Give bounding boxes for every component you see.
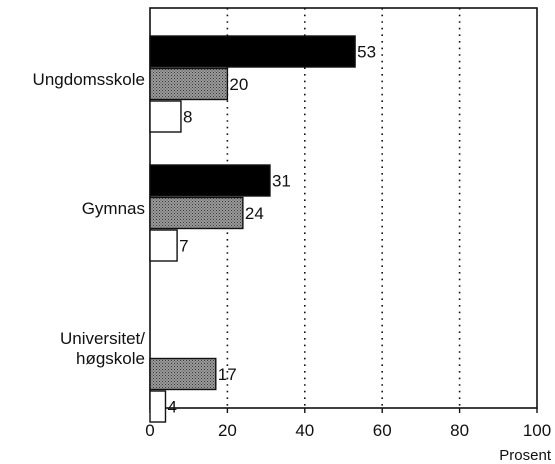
bar-2-1 [149,357,217,391]
value-label-0-1: 20 [229,75,248,94]
x-tick-label-20: 20 [218,421,237,440]
x-tick-label-80: 80 [450,421,469,440]
bar-1-0 [149,164,271,197]
bar-0-0 [149,35,356,68]
value-label-1-0: 31 [272,172,291,191]
x-axis-title: Prosent [499,447,552,464]
value-label-1-2: 7 [179,237,188,256]
x-tick-label-0: 0 [145,421,154,440]
value-label-0-2: 8 [183,108,192,127]
category-label-2-line-0: Universitet/ [60,329,145,348]
category-label-0: Ungdomsskole [33,70,145,89]
bar-0-1 [149,67,229,101]
value-label-1-1: 24 [245,204,264,223]
x-tick-label-60: 60 [373,421,392,440]
x-tick-label-40: 40 [295,421,314,440]
bar-1-2 [149,229,178,262]
bar-1-1 [149,196,244,230]
category-label-2-line-1: høgskole [76,349,145,368]
bar-0-2 [149,100,182,133]
x-tick-label-100: 100 [523,421,551,440]
category-label-1: Gymnas [82,199,145,218]
plot-area: 0 20 40 60 80 100 53 20 8 31 24 7 17 4 Ungdomsskole Gym… [33,7,551,440]
value-label-0-0: 53 [357,43,376,62]
value-label-2-2: 4 [167,398,176,417]
value-label-2-1: 17 [218,365,237,384]
bar-2-2 [149,390,167,423]
